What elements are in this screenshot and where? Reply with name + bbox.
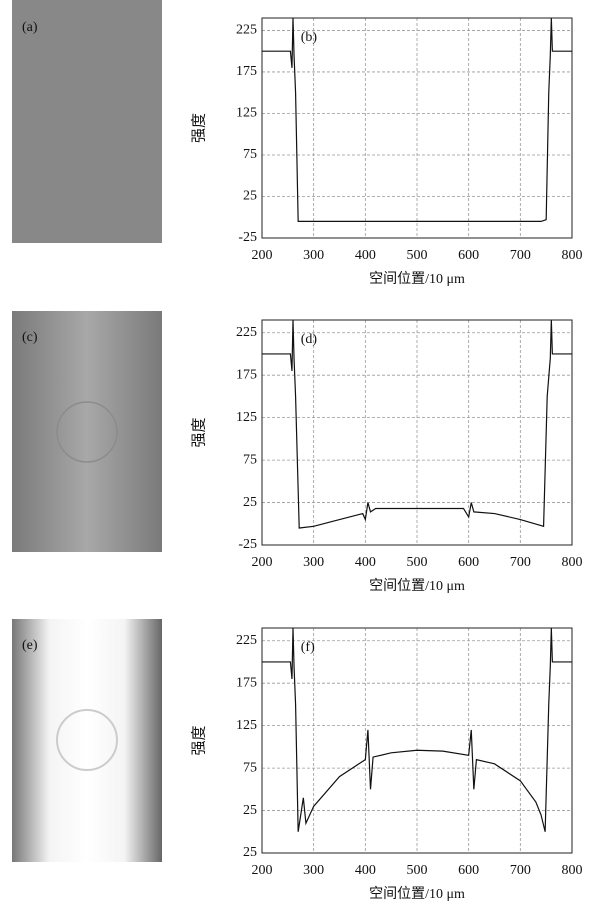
panel-label: (d) — [301, 332, 318, 347]
y-tick-label: 125 — [236, 410, 257, 425]
x-tick-label: 200 — [252, 863, 273, 878]
y-tick-label: 75 — [243, 147, 257, 162]
x-tick-label: 300 — [303, 248, 324, 263]
y-tick-label: 225 — [236, 23, 257, 38]
x-tick-label: 300 — [303, 555, 324, 570]
x-tick-label: 200 — [252, 555, 273, 570]
y-tick-label: 175 — [236, 367, 257, 382]
x-tick-label: 800 — [562, 248, 583, 263]
image-label: (e) — [22, 638, 38, 653]
image-c — [12, 311, 162, 552]
y-axis-label: 强度 — [190, 113, 207, 143]
y-tick-label: 125 — [236, 718, 257, 733]
x-tick-label: 200 — [252, 248, 273, 263]
y-tick-label: 25 — [243, 495, 257, 510]
y-axis-label: 强度 — [190, 725, 207, 755]
y-axis-label: 强度 — [190, 417, 207, 447]
x-tick-label: 700 — [510, 248, 531, 263]
x-tick-label: 500 — [407, 555, 428, 570]
x-tick-label: 600 — [458, 555, 479, 570]
y-tick-label: 125 — [236, 106, 257, 121]
x-tick-label: 400 — [355, 555, 376, 570]
x-tick-label: 500 — [407, 248, 428, 263]
x-tick-label: 600 — [458, 863, 479, 878]
y-tick-label: 75 — [243, 760, 257, 775]
x-tick-label: 700 — [510, 863, 531, 878]
y-tick-label: 225 — [236, 325, 257, 340]
x-tick-label: 700 — [510, 555, 531, 570]
y-tick-label: 175 — [236, 64, 257, 79]
image-label: (a) — [22, 20, 38, 35]
y-tick-label: 175 — [236, 675, 257, 690]
x-tick-label: 400 — [355, 863, 376, 878]
x-tick-label: 500 — [407, 863, 428, 878]
x-tick-label: 800 — [562, 555, 583, 570]
x-tick-label: 800 — [562, 863, 583, 878]
panel-label: (f) — [301, 640, 315, 655]
image-e — [12, 619, 162, 862]
y-tick-label: 25 — [243, 189, 257, 204]
figure: (a) (c) (e) -25 25 75 125 175 225 200 300 400 500… — [0, 0, 604, 917]
y-tick-label: 25 — [243, 845, 257, 860]
panel-label: (b) — [301, 30, 318, 45]
x-axis-label: 空间位置/10 μm — [369, 578, 465, 594]
y-tick-label: 225 — [236, 633, 257, 648]
y-tick-label: 25 — [243, 803, 257, 818]
x-axis-label: 空间位置/10 μm — [369, 886, 465, 902]
y-tick-label: -25 — [238, 230, 257, 245]
x-tick-label: 400 — [355, 248, 376, 263]
x-axis-label: 空间位置/10 μm — [369, 271, 465, 287]
image-label: (c) — [22, 330, 38, 345]
y-tick-label: -25 — [238, 537, 257, 552]
x-tick-label: 600 — [458, 248, 479, 263]
y-tick-label: 75 — [243, 452, 257, 467]
image-a — [12, 0, 162, 243]
x-tick-label: 300 — [303, 863, 324, 878]
